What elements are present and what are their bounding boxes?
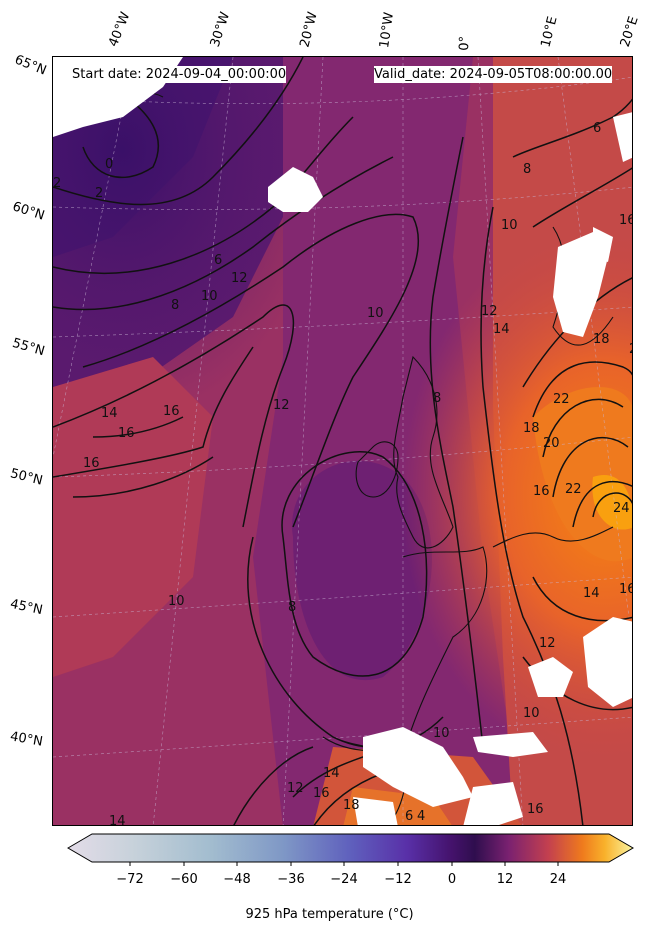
mask-scandes bbox=[553, 232, 608, 337]
lat-label-60n: 60°N bbox=[10, 199, 47, 224]
contour-label: 18 bbox=[593, 332, 610, 347]
contour-label: 14 bbox=[583, 586, 600, 601]
contour-label: 10 bbox=[501, 218, 518, 233]
contour-label: 4 bbox=[417, 809, 425, 824]
contour-label: 8 bbox=[523, 162, 531, 177]
great-britain-outline bbox=[393, 355, 454, 549]
contour-label: 20 bbox=[543, 436, 560, 451]
contour-label: 14 bbox=[101, 406, 118, 421]
lat-label-65n: 65°N bbox=[12, 52, 49, 79]
contour-label: 6 bbox=[214, 253, 222, 268]
contour-label: 8 bbox=[433, 391, 441, 406]
colorbar-tick-label: 24 bbox=[549, 872, 567, 887]
contour-label: 10 bbox=[523, 706, 540, 721]
lat-label-50n: 50°N bbox=[8, 466, 45, 489]
contour-label: 14 bbox=[109, 814, 126, 826]
contour-label: 10 bbox=[201, 289, 218, 304]
lon-label-10e: 10°E bbox=[538, 15, 561, 49]
contour-label: 22 bbox=[565, 482, 582, 497]
contour-label: 22 bbox=[553, 392, 570, 407]
colorbar-label: 925 hPa temperature (°C) bbox=[245, 907, 414, 922]
colorbar-tick-label: 12 bbox=[496, 872, 514, 887]
colorbar-tick-label: −36 bbox=[277, 872, 305, 887]
contour-label: 16 bbox=[83, 456, 100, 471]
map-panel: 0 2 2 6 8 10 12 14 16 16 16 12 10 8 6 8 … bbox=[52, 56, 633, 826]
ireland-outline bbox=[355, 441, 399, 498]
contour-label: 10 bbox=[168, 594, 185, 609]
contour-label: 16 bbox=[118, 426, 135, 441]
contour-label: 16 bbox=[619, 213, 633, 228]
temperature-field: 0 2 2 6 8 10 12 14 16 16 16 12 10 8 6 8 … bbox=[53, 57, 633, 826]
contour-label: 16 bbox=[313, 786, 330, 801]
lon-label-20e: 20°E bbox=[617, 14, 642, 50]
contour-label: 12 bbox=[481, 304, 498, 319]
mask-iceland bbox=[268, 167, 323, 212]
contour-label: 0 bbox=[105, 157, 113, 172]
contour-label: 2 bbox=[95, 186, 103, 201]
mask-alps-2 bbox=[583, 617, 632, 707]
lon-label-40w: 40°W bbox=[106, 10, 134, 49]
contour-label: 16 bbox=[163, 404, 180, 419]
valid-date-label: Valid_date: 2024-09-05T08:00:00.00 bbox=[374, 66, 613, 83]
lat-label-40n: 40°N bbox=[8, 729, 44, 750]
contour-label: 6 bbox=[593, 121, 601, 136]
north-europe-coast bbox=[492, 526, 614, 548]
lon-label-10w: 10°W bbox=[377, 11, 397, 49]
contour-label: 10 bbox=[367, 306, 384, 321]
lon-label-20w: 20°W bbox=[297, 10, 321, 49]
contour-label: 24 bbox=[613, 501, 630, 516]
mask-iberia bbox=[363, 727, 473, 807]
contour-label: 14 bbox=[493, 322, 510, 337]
contour-label: 12 bbox=[287, 781, 304, 796]
contour-label: 2 bbox=[53, 176, 61, 191]
mask-alps-1 bbox=[528, 657, 573, 697]
lat-label-45n: 45°N bbox=[8, 596, 44, 619]
contour-label: 20 bbox=[629, 342, 633, 357]
contour-label: 18 bbox=[343, 798, 360, 813]
contour-label: 12 bbox=[231, 271, 248, 286]
lon-label-30w: 30°W bbox=[207, 10, 234, 49]
colorbar-ticks bbox=[129, 862, 559, 866]
graticule bbox=[53, 57, 632, 825]
colorbar-tick-label: −12 bbox=[384, 872, 412, 887]
colorbar-bar bbox=[67, 833, 634, 863]
lat-label-55n: 55°N bbox=[10, 335, 47, 360]
contour-label: 12 bbox=[273, 398, 290, 413]
contour-label: 10 bbox=[433, 726, 450, 741]
lon-label-0: 0° bbox=[457, 35, 473, 51]
colorbar-tick-label: −48 bbox=[223, 872, 251, 887]
contour-label: 16 bbox=[533, 484, 550, 499]
contour-label: 8 bbox=[288, 600, 296, 615]
contour-label: 6 bbox=[405, 809, 413, 824]
contour-label: 12 bbox=[539, 636, 556, 651]
colorbar-tick-label: −72 bbox=[116, 872, 144, 887]
contour-label: 8 bbox=[171, 298, 179, 313]
colorbar-tick-label: −60 bbox=[170, 872, 198, 887]
contour-label: 18 bbox=[523, 421, 540, 436]
contour-label: 16 bbox=[527, 802, 544, 817]
contour-label: 16 bbox=[619, 582, 633, 597]
contour-label: 14 bbox=[323, 766, 340, 781]
contour-label-group: 0 2 2 6 8 10 12 14 16 16 16 12 10 8 6 8 … bbox=[53, 121, 633, 826]
colorbar-tick-label: −24 bbox=[330, 872, 358, 887]
colorbar-tick-label: 0 bbox=[447, 872, 457, 887]
start-date-label: Start date: 2024-09-04_00:00:00 bbox=[72, 66, 287, 83]
